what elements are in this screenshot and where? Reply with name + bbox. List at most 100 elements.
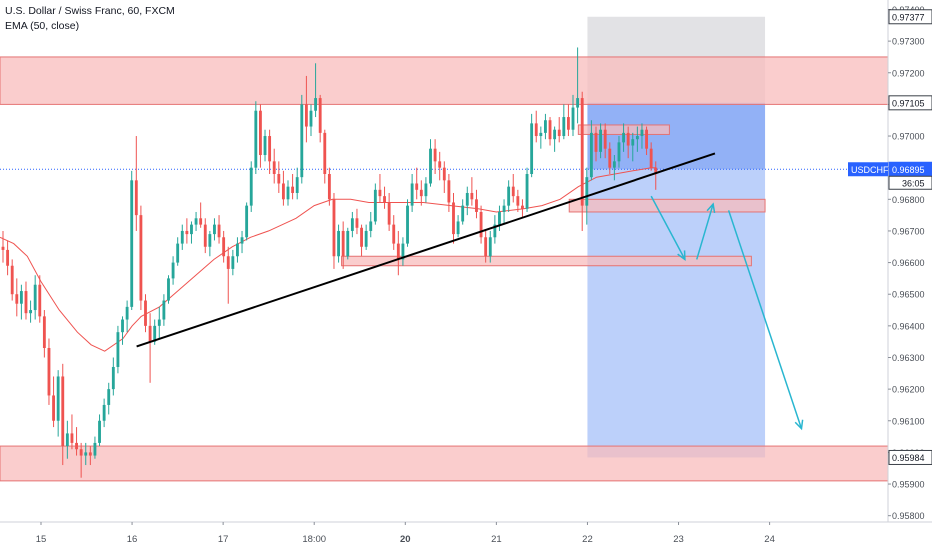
- candle: [157, 319, 161, 326]
- x-tick-label: 23: [673, 534, 684, 545]
- candle: [396, 243, 400, 260]
- candle: [47, 348, 51, 396]
- zone-rect[interactable]: [568, 198, 766, 213]
- zone-rect[interactable]: [0, 445, 889, 482]
- projection-arrow[interactable]: [727, 210, 803, 429]
- candle: [484, 237, 488, 257]
- candle: [203, 224, 207, 247]
- y-tick-label: 0.96200: [892, 385, 925, 395]
- candle: [383, 196, 386, 203]
- projection-arrow[interactable]: [650, 195, 686, 260]
- candle: [516, 196, 520, 206]
- candle: [599, 129, 603, 152]
- candle: [268, 136, 272, 162]
- candle: [566, 117, 570, 130]
- candle: [493, 224, 497, 238]
- candle: [364, 230, 368, 247]
- price-label: 0.96895: [892, 165, 925, 175]
- candle: [263, 136, 267, 156]
- candle: [442, 167, 446, 181]
- candle: [314, 98, 318, 111]
- projection-arrow[interactable]: [696, 203, 714, 260]
- y-tick-label: 0.96800: [892, 195, 925, 205]
- candle: [401, 243, 405, 260]
- candle: [465, 192, 469, 206]
- candle: [208, 234, 212, 247]
- candle: [102, 404, 106, 421]
- candle: [286, 186, 290, 200]
- y-tick-label: 0.96300: [892, 353, 925, 363]
- candle: [576, 98, 580, 108]
- candle: [645, 129, 648, 149]
- price-label-box: [888, 95, 932, 111]
- trendline[interactable]: [136, 152, 716, 348]
- candle: [190, 224, 193, 235]
- candle: [433, 148, 437, 162]
- zone-rect[interactable]: [341, 255, 752, 267]
- candle: [571, 107, 575, 130]
- candle: [277, 174, 281, 184]
- arrow-head: [794, 419, 804, 431]
- candle: [125, 306, 129, 320]
- candle: [236, 243, 239, 257]
- x-tick-label: 16: [127, 534, 138, 545]
- y-tick-label: 0.96700: [892, 226, 925, 236]
- position-filled-area: [587, 102, 766, 170]
- candle: [98, 420, 101, 443]
- symbol-tag: [848, 162, 888, 177]
- symbol-title: U.S. Dollar / Swiss Franc, 60, FXCM: [5, 5, 175, 17]
- candle: [24, 291, 28, 314]
- candle: [622, 132, 626, 143]
- candle: [231, 256, 235, 269]
- candle: [121, 319, 124, 333]
- candle: [589, 132, 593, 178]
- x-tick-label: 18:00: [302, 534, 326, 545]
- candle: [456, 221, 460, 235]
- y-tick-label: 0.96600: [892, 258, 925, 268]
- candle: [498, 211, 501, 225]
- countdown: 36:05: [902, 178, 925, 188]
- candle: [10, 265, 14, 295]
- candle: [167, 278, 170, 301]
- candle: [419, 189, 423, 197]
- candle: [470, 192, 474, 200]
- candle: [341, 230, 345, 257]
- candle: [406, 205, 409, 244]
- candle: [346, 230, 350, 257]
- candle: [180, 230, 184, 244]
- candle: [424, 183, 428, 197]
- candle: [61, 376, 65, 447]
- price-axis[interactable]: [888, 0, 932, 550]
- candle: [130, 180, 134, 307]
- candle: [654, 167, 658, 174]
- x-tick-label: 22: [582, 534, 593, 545]
- candle: [38, 284, 42, 317]
- candle: [594, 132, 598, 152]
- candle: [475, 199, 478, 212]
- candle: [626, 132, 630, 146]
- candle: [254, 110, 258, 168]
- price-label: 0.97105: [892, 98, 925, 108]
- candle: [281, 183, 285, 200]
- candle: [139, 215, 143, 301]
- candle: [387, 202, 391, 225]
- candle: [93, 442, 97, 456]
- candle: [148, 325, 152, 342]
- candle: [116, 332, 120, 367]
- x-tick-label: 21: [491, 534, 502, 545]
- candle: [447, 180, 451, 203]
- candle: [213, 224, 216, 235]
- candle: [199, 218, 203, 225]
- candle: [107, 389, 111, 405]
- candle: [429, 148, 432, 184]
- candle: [295, 177, 299, 193]
- candle: [452, 202, 455, 235]
- x-tick-label: 24: [764, 534, 775, 545]
- y-tick-label: 0.95800: [892, 511, 925, 521]
- zone-rect[interactable]: [0, 56, 889, 105]
- candle: [373, 189, 377, 222]
- candle: [461, 205, 465, 222]
- candle: [534, 123, 538, 137]
- candle: [502, 205, 506, 212]
